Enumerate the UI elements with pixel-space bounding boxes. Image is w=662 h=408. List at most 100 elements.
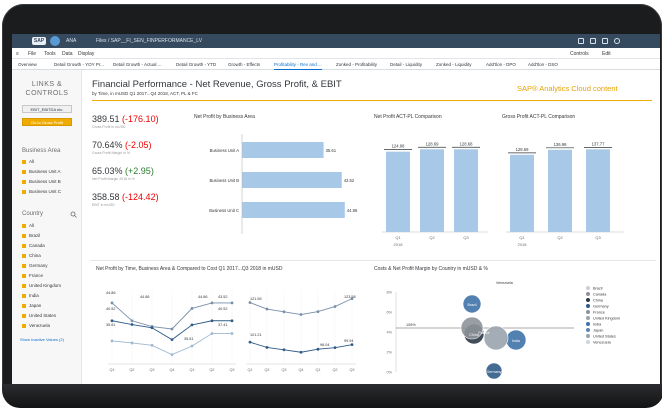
- shell-bar: SAP ANA Files / SAP__FI_SEN_FINPERFORMAN…: [12, 34, 660, 48]
- data-point: [150, 326, 154, 330]
- data-point: [230, 319, 234, 323]
- gross-profit-act-pl-chart[interactable]: 128.59 Q1 136.98 Q2 137.77 Q3 2018: [500, 124, 630, 254]
- data-label: 124.98: [392, 144, 405, 149]
- sap-logo[interactable]: SAP: [32, 37, 46, 45]
- legend-swatch: [586, 334, 590, 338]
- bar: [510, 154, 534, 232]
- tab-zonked-liquidity[interactable]: Zonked - Liquidity: [436, 62, 472, 67]
- checkbox-icon[interactable]: [22, 179, 26, 184]
- tick-label: 2018: [394, 242, 404, 247]
- data-label: 101.21: [250, 333, 262, 337]
- tick-label: Q1: [247, 368, 252, 372]
- chart-title: Net Profit ACT-PL Comparison: [374, 114, 442, 120]
- panel-header: LINKS & CONTROLS: [25, 81, 69, 97]
- legend-swatch: [586, 298, 590, 302]
- menu-tools[interactable]: Tools: [44, 51, 56, 57]
- checkbox-icon[interactable]: [22, 189, 26, 194]
- tab-addtlon-dpo[interactable]: Add'tlon - DPO: [486, 62, 516, 67]
- show-inactive-link[interactable]: Show Inactive Values (2): [20, 337, 64, 342]
- filter-item[interactable]: Germany: [22, 263, 48, 269]
- filter-item[interactable]: Venezuela: [22, 323, 50, 329]
- user-icon[interactable]: [614, 38, 620, 44]
- menu-icon[interactable]: ≡: [16, 51, 19, 57]
- bar: [242, 172, 342, 188]
- tab-detail-liquidity[interactable]: Detail - Liquidity: [390, 62, 423, 67]
- filter-item[interactable]: France: [22, 273, 43, 279]
- menu-controls[interactable]: Controls: [570, 51, 589, 57]
- checkbox-icon[interactable]: [22, 303, 26, 308]
- tab-detail-growth-ytd[interactable]: Detail Growth - YTD: [176, 62, 217, 67]
- checkbox-icon[interactable]: [22, 243, 26, 248]
- checkbox-icon[interactable]: [22, 283, 26, 288]
- tick-label: Q1: [109, 368, 114, 372]
- tab-overview[interactable]: Overview: [18, 62, 37, 67]
- menu-file[interactable]: File: [28, 51, 37, 57]
- tab-detail-growth-actual[interactable]: Detail Growth - Actual ...: [113, 62, 162, 67]
- filter-item[interactable]: Business Unit C: [22, 189, 61, 195]
- notifications-icon[interactable]: [590, 38, 596, 44]
- share-icon[interactable]: [578, 38, 584, 44]
- filter-item[interactable]: Brazil: [22, 233, 40, 239]
- data-point: [316, 310, 320, 314]
- checkbox-icon[interactable]: [22, 313, 26, 318]
- tick-label: Q2: [264, 368, 269, 372]
- filter-item[interactable]: India: [22, 293, 39, 299]
- filter-item[interactable]: United Kingdom: [22, 283, 61, 289]
- checkbox-icon[interactable]: [22, 253, 26, 258]
- kpi-value: 70.64%: [92, 140, 123, 150]
- tick-label: Q1: [315, 368, 320, 372]
- checkbox-icon[interactable]: [22, 159, 26, 164]
- data-point: [190, 344, 194, 348]
- kpi-value: 389.51: [92, 114, 120, 124]
- kpi-net-profit-margin: 65.03% (+2.95) Net Profit Margin 2018 in…: [92, 166, 154, 181]
- filter-item[interactable]: All: [22, 159, 34, 165]
- tab-detail-growth-yoy[interactable]: Detail Growth - YOY Pr...: [54, 62, 104, 67]
- tick-label: Q2: [332, 368, 337, 372]
- search-icon[interactable]: [70, 211, 77, 218]
- checkbox-icon[interactable]: [22, 223, 26, 228]
- legend-label: Canada: [593, 292, 607, 296]
- filter-item[interactable]: Business Unit A: [22, 169, 61, 175]
- filter-item[interactable]: China: [22, 253, 41, 259]
- tab-growth-effects[interactable]: Growth - Effects: [228, 62, 261, 67]
- tick-label: Q2: [129, 368, 134, 372]
- data-label: 123.58: [344, 295, 356, 299]
- breadcrumb[interactable]: Files / SAP__FI_SEN_FINPERFORMANCE_LV: [96, 38, 203, 44]
- ebit-button[interactable]: EBIT_EBITDA etc.: [22, 105, 72, 113]
- data-label: 99.94: [344, 339, 354, 343]
- tick-label: 8%: [387, 291, 393, 295]
- filter-item[interactable]: Japan: [22, 303, 41, 309]
- checkbox-icon[interactable]: [22, 323, 26, 328]
- avatar[interactable]: [50, 36, 60, 46]
- net-profit-time-chart[interactable]: Q1 Q2 Q3 Q4 Q1 Q2 Q3 Q1 Q2 Q3 Q4 Q1 Q2 Q3 44.86 40.52 35…: [92, 276, 362, 384]
- checkbox-icon[interactable]: [22, 233, 26, 238]
- checkbox-icon[interactable]: [22, 263, 26, 268]
- data-label: 128.59: [516, 147, 529, 152]
- kpi-caption: Net Profit Margin 2018 in %: [92, 177, 135, 181]
- costs-country-chart[interactable]: 8% 6% 4% 2% 0% 108% Brazil China Germany France In…: [374, 276, 656, 384]
- filter-item[interactable]: United States: [22, 313, 56, 319]
- data-label: 137.77: [592, 141, 605, 146]
- filter-item[interactable]: Business Unit B: [22, 179, 61, 185]
- tab-addtlon-dso[interactable]: Add'tlon - DSO: [528, 62, 558, 67]
- checkbox-icon[interactable]: [22, 273, 26, 278]
- tab-zonked-profitability[interactable]: Zonked - Profitability: [336, 62, 378, 67]
- checkbox-icon[interactable]: [22, 293, 26, 298]
- menu-display[interactable]: Display: [78, 51, 95, 57]
- filter-item[interactable]: Canada: [22, 243, 45, 249]
- story-canvas: LINKS & CONTROLS EBIT_EBITDA etc. Go to …: [12, 70, 660, 388]
- menu-edit[interactable]: Edit: [602, 51, 611, 57]
- net-profit-act-pl-chart[interactable]: 124.98 Q1 128.69 Q2 128.68 Q3 2018: [374, 124, 496, 254]
- legend-label: China: [593, 298, 604, 302]
- checkbox-icon[interactable]: [22, 169, 26, 174]
- help-icon[interactable]: [602, 38, 608, 44]
- business-area-chart[interactable]: Business Unit A 35.61 Business Unit B 43.52…: [194, 124, 364, 254]
- go-to-gross-profit-button[interactable]: Go to Gross Profit: [22, 118, 72, 126]
- tab-profitability[interactable]: Profitability - Rev and ...: [274, 62, 322, 71]
- bar: [242, 202, 345, 218]
- filter-item[interactable]: All: [22, 223, 34, 229]
- data-point: [282, 348, 286, 352]
- data-label: 108%: [406, 323, 416, 327]
- tick-label: 4%: [387, 331, 393, 335]
- menu-data[interactable]: Data: [62, 51, 73, 57]
